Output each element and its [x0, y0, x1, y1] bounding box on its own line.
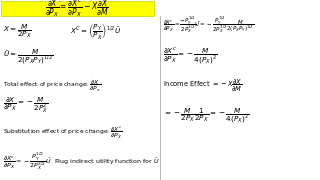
Text: $= -\dfrac{M}{2P_X}\dfrac{1}{2P_X} = -\dfrac{M}{4(P_X)^2}$: $= -\dfrac{M}{2P_X}\dfrac{1}{2P_X} = -\d…	[163, 107, 250, 125]
Text: $\dfrac{\partial X^c}{\partial P_X} = \dfrac{-P_Y^{1/2}}{2P_X^{3/2}}\bar{U} = -\: $\dfrac{\partial X^c}{\partial P_X} = \d…	[163, 16, 255, 36]
Text: $X^C = \left(\dfrac{P_Y}{P_X}\right)^{1/2}\bar{U}$: $X^C = \left(\dfrac{P_Y}{P_X}\right)^{1/…	[70, 21, 122, 42]
Text: $\dfrac{\partial X^c}{\partial P_X} = -\dfrac{P_Y^{1/2}}{2P_X^{3/2}}\bar{U}$  Pl: $\dfrac{\partial X^c}{\partial P_X} = -\…	[3, 152, 160, 172]
Text: $\dfrac{\partial X}{\partial P_X} = \dfrac{\partial X^c}{\partial P_X} - X\dfrac: $\dfrac{\partial X}{\partial P_X} = \dfr…	[45, 0, 109, 19]
Text: $\bar{U} = \dfrac{M}{2(P_X P_Y)^{1/2}}$: $\bar{U} = \dfrac{M}{2(P_X P_Y)^{1/2}}$	[3, 47, 54, 66]
Text: $X = \dfrac{M}{2P_X}$: $X = \dfrac{M}{2P_X}$	[3, 23, 32, 40]
Text: Substitution effect of price change: $\dfrac{\partial X^c}{\partial P_X}$: Substitution effect of price change: $\d…	[3, 124, 123, 141]
Text: $\dfrac{\partial X^c}{\partial P_X} = -\dfrac{M}{4(P_X)^2}$: $\dfrac{\partial X^c}{\partial P_X} = -\…	[163, 47, 218, 66]
Text: $\dfrac{\partial X}{\partial P_X} = -\dfrac{M}{2P_X^2}$: $\dfrac{\partial X}{\partial P_X} = -\df…	[3, 96, 49, 115]
Text: Total effect of price change: $\dfrac{\partial X}{\partial P_x}$: Total effect of price change: $\dfrac{\p…	[3, 77, 101, 94]
FancyBboxPatch shape	[1, 1, 154, 16]
Text: Income Effect $= -X\dfrac{\partial X}{\partial M}$: Income Effect $= -X\dfrac{\partial X}{\p…	[163, 77, 243, 94]
